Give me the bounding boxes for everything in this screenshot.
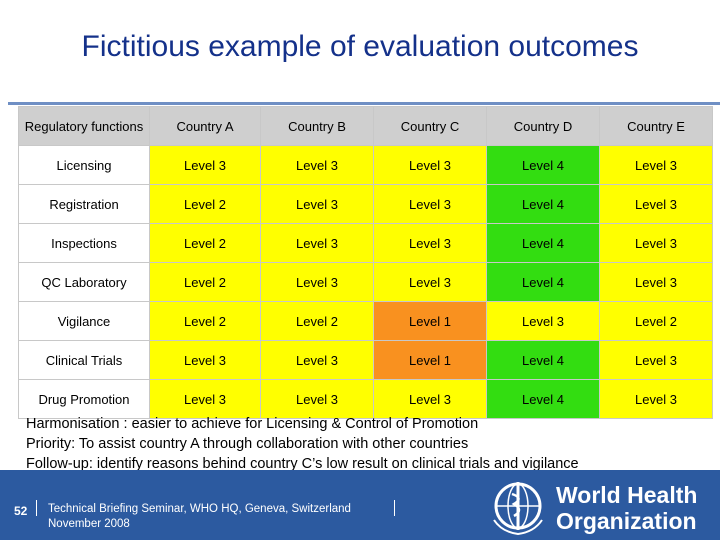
level-cell: Level 4 (486, 262, 600, 302)
level-cell: Level 2 (149, 223, 261, 263)
footer-seminar: Technical Briefing Seminar, WHO HQ, Gene… (48, 503, 351, 515)
level-cell: Level 3 (149, 340, 261, 380)
level-cell: Level 1 (373, 340, 487, 380)
level-cell: Level 4 (486, 145, 600, 185)
note-follow-up: Follow-up: identify reasons behind count… (26, 456, 579, 472)
org-name-line2: Organization (556, 508, 697, 534)
level-cell: Level 3 (599, 145, 713, 185)
footer-divider-2 (394, 500, 395, 516)
level-cell: Level 2 (149, 301, 261, 341)
header-country: Country A (149, 106, 261, 146)
table-row: Clinical Trials Level 3 Level 3 Level 1 Leve… (18, 340, 713, 380)
level-cell: Level 1 (373, 301, 487, 341)
table-row: QC Laboratory Level 2 Level 3 Level 3 Level … (18, 262, 713, 302)
level-cell: Level 3 (486, 301, 600, 341)
row-label: Inspections (18, 223, 150, 263)
level-cell: Level 3 (260, 145, 374, 185)
org-name-line1: World Health (556, 482, 698, 508)
level-cell: Level 3 (373, 145, 487, 185)
level-cell: Level 4 (486, 379, 600, 419)
table-header-row: Regulatory functions Country A Country B Co… (18, 106, 713, 146)
page-number: 52 (14, 504, 28, 518)
note-priority: Priority: To assist country A through co… (26, 436, 469, 452)
level-cell: Level 2 (260, 301, 374, 341)
row-label: Registration (18, 184, 150, 224)
footer-divider (36, 500, 37, 516)
level-cell: Level 3 (260, 262, 374, 302)
header-country: Country C (373, 106, 487, 146)
evaluation-table: Regulatory functions Country A Country B Co… (18, 106, 713, 419)
level-cell: Level 3 (260, 223, 374, 263)
level-cell: Level 2 (599, 301, 713, 341)
notes: Harmonisation : easier to achieve for Li… (26, 414, 716, 474)
note-harmonisation: Harmonisation : easier to achieve for Li… (26, 416, 479, 432)
header-country: Country E (599, 106, 713, 146)
level-cell: Level 3 (260, 340, 374, 380)
level-cell: Level 3 (599, 379, 713, 419)
row-label: Vigilance (18, 301, 150, 341)
level-cell: Level 3 (373, 262, 487, 302)
row-label: QC Laboratory (18, 262, 150, 302)
level-cell: Level 3 (149, 379, 261, 419)
level-cell: Level 2 (149, 184, 261, 224)
level-cell: Level 3 (260, 184, 374, 224)
level-cell: Level 3 (599, 184, 713, 224)
level-cell: Level 3 (373, 184, 487, 224)
level-cell: Level 3 (599, 340, 713, 380)
table-row: Drug Promotion Level 3 Level 3 Level 3 Level… (18, 379, 713, 419)
level-cell: Level 4 (486, 184, 600, 224)
level-cell: Level 3 (599, 223, 713, 263)
level-cell: Level 3 (373, 223, 487, 263)
footer-date: November 2008 (48, 518, 130, 530)
header-regulatory-functions: Regulatory functions (18, 106, 150, 146)
header-country: Country D (486, 106, 600, 146)
header-country: Country B (260, 106, 374, 146)
level-cell: Level 2 (149, 262, 261, 302)
row-label: Drug Promotion (18, 379, 150, 419)
table-row: Licensing Level 3 Level 3 Level 3 Level 4 Lev… (18, 145, 713, 185)
who-emblem-icon (493, 482, 543, 536)
title-rule (8, 102, 720, 105)
row-label: Licensing (18, 145, 150, 185)
level-cell: Level 3 (373, 379, 487, 419)
table-row: Vigilance Level 2 Level 2 Level 1 Level 3 Lev… (18, 301, 713, 341)
footer-bar: 52 Technical Briefing Seminar, WHO HQ, G… (0, 470, 720, 540)
slide-title: Fictitious example of evaluation outcome… (81, 30, 639, 63)
table-row: Registration Level 2 Level 3 Level 3 Level 4… (18, 184, 713, 224)
level-cell: Level 3 (149, 145, 261, 185)
level-cell: Level 4 (486, 223, 600, 263)
level-cell: Level 4 (486, 340, 600, 380)
level-cell: Level 3 (599, 262, 713, 302)
level-cell: Level 3 (260, 379, 374, 419)
row-label: Clinical Trials (18, 340, 150, 380)
